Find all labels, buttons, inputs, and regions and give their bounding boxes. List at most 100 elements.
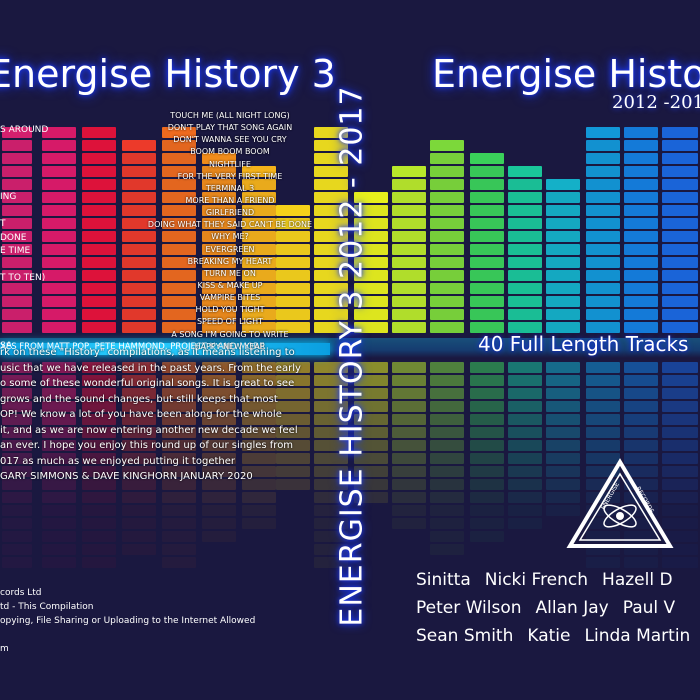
- eq-bar-reflection: [586, 544, 620, 555]
- eq-bar-reflection: [42, 414, 76, 425]
- eq-bar-reflection: [122, 414, 156, 425]
- eq-bar-reflection: [162, 388, 196, 399]
- eq-bar-reflection: [122, 362, 156, 373]
- eq-bar: [508, 166, 542, 177]
- eq-bar: [162, 179, 196, 190]
- eq-bar-reflection: [314, 505, 348, 516]
- eq-bar: [242, 205, 276, 216]
- eq-bar: [546, 257, 580, 268]
- eq-bar-reflection: [470, 375, 504, 386]
- eq-bar-reflection: [546, 492, 580, 503]
- eq-bar-reflection: [242, 505, 276, 516]
- eq-bar-reflection: [624, 362, 658, 373]
- eq-bar-reflection: [354, 375, 388, 386]
- eq-bar-reflection: [242, 362, 276, 373]
- eq-bar: [82, 166, 116, 177]
- eq-bar-reflection: [2, 401, 32, 412]
- eq-bar: [122, 296, 156, 307]
- eq-bar-reflection: [82, 531, 116, 542]
- eq-bar: [82, 179, 116, 190]
- eq-bar-reflection: [2, 375, 32, 386]
- track-title: [0, 110, 40, 124]
- eq-bar-reflection: [662, 375, 698, 386]
- eq-bar-reflection: [546, 479, 580, 490]
- eq-bar-reflection: [82, 544, 116, 555]
- eq-bar: [470, 283, 504, 294]
- eq-bar: [276, 322, 310, 333]
- eq-bar-reflection: [430, 492, 464, 503]
- eq-bar: [624, 296, 658, 307]
- eq-bar-reflection: [2, 479, 32, 490]
- eq-bar-reflection: [2, 518, 32, 529]
- credit-line: td - This Compilation: [0, 602, 94, 612]
- eq-bar: [430, 309, 464, 320]
- eq-bar-reflection: [2, 492, 32, 503]
- eq-bar: [276, 309, 310, 320]
- eq-bar-reflection: [624, 544, 658, 555]
- eq-bar-reflection: [162, 505, 196, 516]
- eq-bar: [354, 283, 388, 294]
- eq-bar-reflection: [42, 518, 76, 529]
- eq-bar: [624, 140, 658, 151]
- eq-bar-reflection: [122, 518, 156, 529]
- eq-bar: [662, 127, 698, 138]
- eq-bar-reflection: [392, 505, 426, 516]
- eq-bar: [202, 270, 236, 281]
- eq-bar: [42, 283, 76, 294]
- eq-bar: [162, 127, 196, 138]
- eq-bar-reflection: [122, 401, 156, 412]
- eq-bar-reflection: [2, 440, 32, 451]
- eq-bar: [2, 179, 32, 190]
- eq-bar-reflection: [586, 388, 620, 399]
- eq-bar: [624, 192, 658, 203]
- eq-bar-reflection: [82, 453, 116, 464]
- eq-bar-reflection: [42, 557, 76, 568]
- eq-bar: [430, 283, 464, 294]
- track-title: [0, 164, 40, 178]
- eq-bar-reflection: [508, 401, 542, 412]
- eq-bar-reflection: [586, 453, 620, 464]
- eq-bar-reflection: [276, 453, 310, 464]
- eq-bar: [586, 192, 620, 203]
- eq-bar: [624, 205, 658, 216]
- artist-name: Linda Martin: [584, 626, 691, 646]
- eq-bar: [392, 218, 426, 229]
- eq-bar: [354, 231, 388, 242]
- eq-bar: [122, 322, 156, 333]
- eq-bar: [662, 205, 698, 216]
- track-title: A SONG I'M GOING TO WRITE: [171, 329, 289, 339]
- eq-bar: [624, 244, 658, 255]
- eq-bar: [354, 322, 388, 333]
- eq-bar-reflection: [42, 388, 76, 399]
- eq-bar-reflection: [314, 518, 348, 529]
- eq-bar-reflection: [314, 479, 348, 490]
- eq-bar-reflection: [162, 440, 196, 451]
- eq-bar: [508, 244, 542, 255]
- eq-bar: [624, 270, 658, 281]
- eq-bar: [314, 322, 348, 333]
- liner-note-line: 017 as much as we enjoyed putting it tog…: [0, 455, 235, 467]
- eq-bar-reflection: [202, 505, 236, 516]
- artist-name: Peter Wilson: [416, 598, 522, 618]
- eq-bar-reflection: [662, 505, 698, 516]
- eq-bar-reflection: [662, 518, 698, 529]
- eq-bar: [624, 322, 658, 333]
- eq-bar: [122, 244, 156, 255]
- eq-bar-reflection: [430, 531, 464, 542]
- eq-bar: [624, 231, 658, 242]
- eq-bar-reflection: [586, 531, 620, 542]
- artist-name: Paul V: [622, 598, 676, 618]
- track-title: [0, 205, 40, 219]
- eq-bar: [82, 153, 116, 164]
- eq-bar: [586, 283, 620, 294]
- eq-bar-reflection: [392, 492, 426, 503]
- eq-bar-reflection: [546, 414, 580, 425]
- eq-bar: [662, 166, 698, 177]
- eq-bar: [586, 218, 620, 229]
- eq-bar-reflection: [392, 440, 426, 451]
- eq-bar: [202, 283, 236, 294]
- eq-bar-reflection: [202, 531, 236, 542]
- eq-bar-reflection: [624, 401, 658, 412]
